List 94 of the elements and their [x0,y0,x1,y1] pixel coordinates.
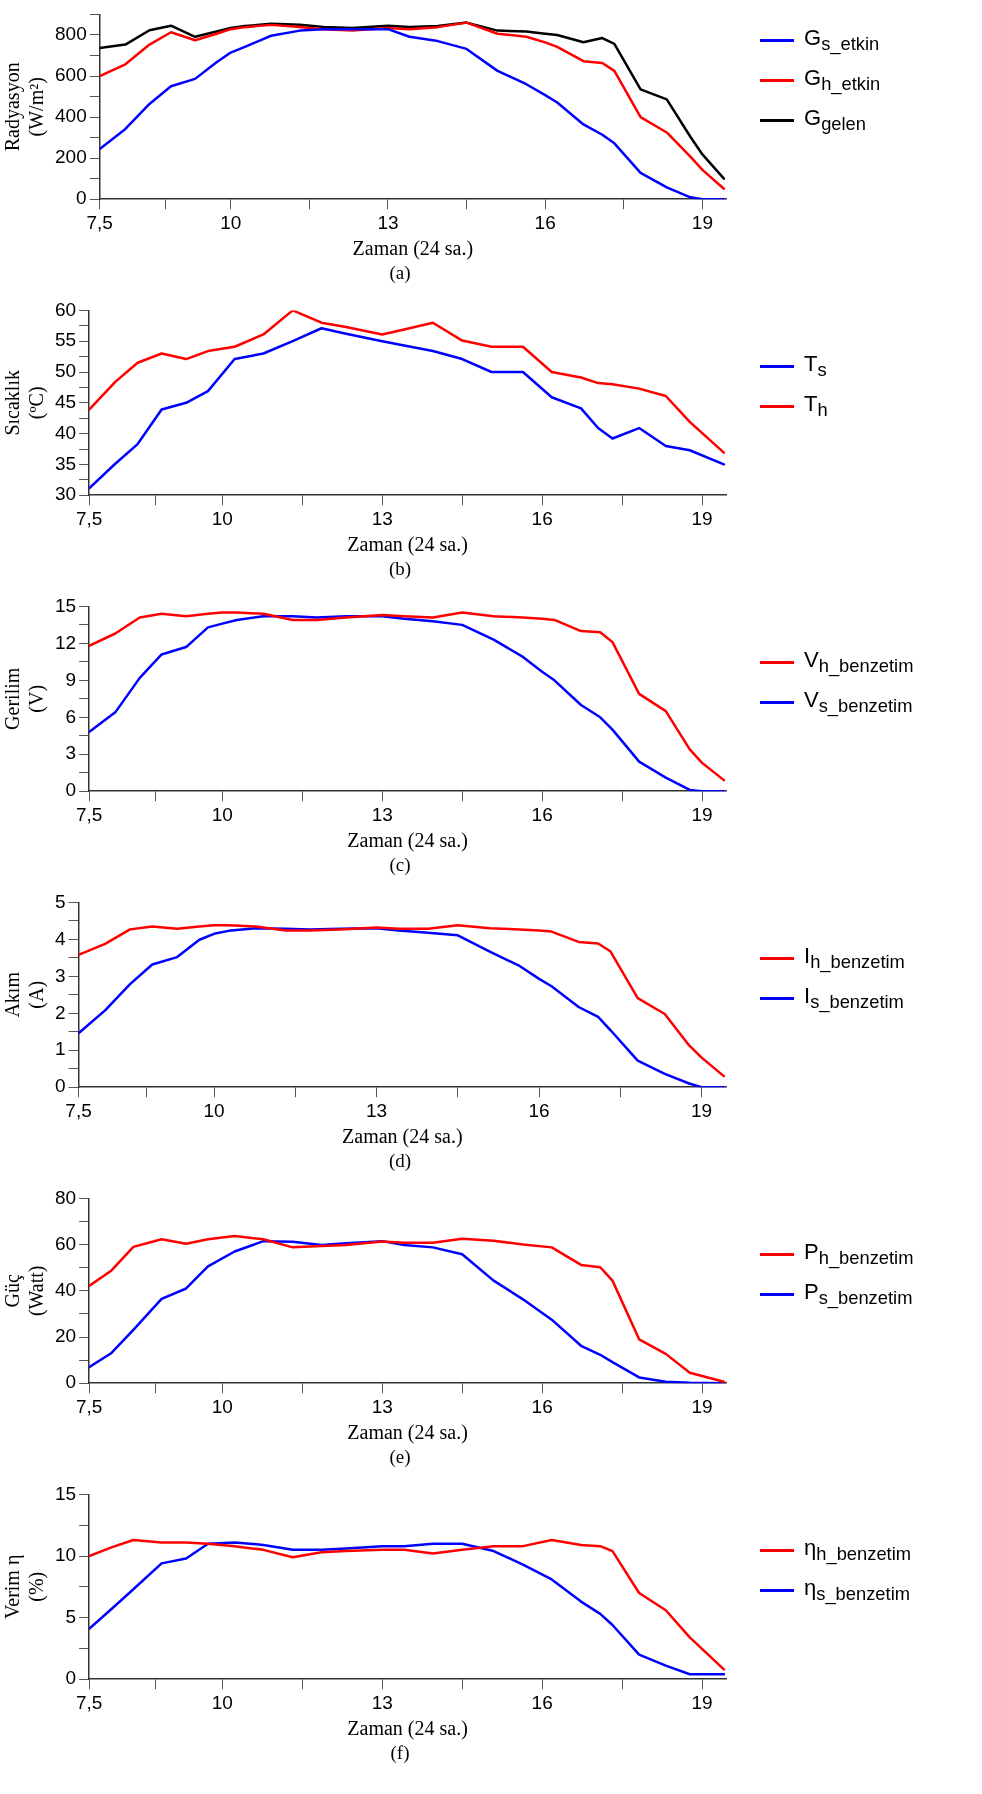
y-axis-title: Sıcaklık (ºC) [1,370,49,436]
x-axis-title: Zaman (24 sa.) [347,533,468,557]
y-tick-label: 9 [65,668,77,690]
y-tick-label: 200 [55,146,87,168]
x-tick-label: 16 [531,1691,553,1713]
x-axis-title: Zaman (24 sa.) [347,829,468,853]
x-tick-label: 13 [371,1395,393,1417]
y-tick-label: 30 [54,483,77,505]
x-tick-label: 19 [691,507,713,529]
legend-label: I$_{s_benzetim}$ [804,982,904,1014]
x-tick-label: 10 [203,1099,225,1121]
x-tick-label: 16 [531,803,553,825]
y-tick-label: 20 [54,1325,77,1347]
legend-label: η$_{s_benzetim}$ [804,1574,910,1606]
legend-label: V$_{s_benzetim}$ [804,686,913,718]
legend-label: G$_{gelen}$ [804,104,866,136]
legend-label: η$_{h_benzetim}$ [804,1534,912,1566]
y-tick-label: 400 [55,105,87,127]
x-tick-label: 19 [691,1099,713,1121]
y-tick-label: 3 [54,964,66,986]
y-axis-title: Radyasyon (W/m²) [1,62,49,152]
text: (e) [388,1446,412,1468]
y-tick-label: 5 [65,1605,77,1627]
text: (b) [387,558,413,580]
y-tick-label: 45 [54,391,77,413]
x-axis-title: Zaman (24 sa.) [347,1421,468,1445]
x-tick-label: 7,5 [75,1691,103,1713]
legend-label: T$_{s}$ [804,350,827,382]
y-tick-label: 4 [54,927,66,949]
x-tick-label: 13 [365,1099,388,1121]
x-tick-label: 13 [371,1691,393,1713]
x-tick-label: 10 [211,507,233,529]
y-tick-label: 2 [54,1001,66,1023]
y-axis-title: Güç (Watt) [1,1265,49,1317]
x-axis-title: Zaman (24 sa.) [352,237,474,261]
x-tick-label: 19 [691,1395,713,1417]
x-axis-title: Zaman (24 sa.) [342,1125,463,1149]
y-tick-label: 35 [54,452,77,474]
x-tick-label: 13 [377,211,399,233]
y-tick-label: 60 [54,298,77,320]
y-tick-label: 6 [65,705,77,727]
y-tick-label: 1 [54,1038,66,1060]
x-tick-label: 10 [211,1691,233,1713]
text: (f) [389,1742,411,1764]
y-axis-title: Gerilim (V) [1,667,49,730]
y-tick-label: 0 [76,187,87,209]
y-tick-label: 40 [54,1279,77,1301]
legend-label: V$_{h_benzetim}$ [804,646,914,678]
legend-label: T$_{h}$ [804,390,828,422]
x-tick-label: 7,5 [86,211,113,233]
y-tick-label: 50 [54,360,77,382]
x-tick-label: 16 [528,1099,550,1121]
y-tick-label: 55 [54,329,77,351]
x-tick-label: 13 [371,507,393,529]
x-tick-label: 7,5 [65,1099,92,1121]
x-tick-label: 10 [211,803,233,825]
legend-label: G$_{h_etkin}$ [804,64,881,96]
x-tick-label: 19 [691,211,713,233]
text: (a) [388,262,412,284]
x-tick-label: 19 [691,803,713,825]
x-tick-label: 19 [691,1691,713,1713]
legend-label: P$_{h_benzetim}$ [804,1238,914,1270]
x-tick-label: 13 [371,803,393,825]
y-tick-label: 15 [54,594,77,616]
y-tick-label: 0 [65,1371,77,1393]
text: (c) [388,854,412,876]
y-tick-label: 5 [54,890,66,912]
y-tick-label: 15 [54,1482,77,1504]
y-tick-label: 60 [54,1232,77,1254]
x-tick-label: 16 [531,507,553,529]
y-tick-label: 3 [65,742,77,764]
x-tick-label: 7,5 [75,1395,103,1417]
x-tick-label: 10 [211,1395,233,1417]
x-tick-label: 16 [531,1395,553,1417]
legend-label: P$_{s_benzetim}$ [804,1278,913,1310]
y-axis-title: Verim η (%) [1,1554,49,1619]
y-tick-label: 0 [65,779,77,801]
y-tick-label: 40 [54,421,77,443]
x-tick-label: 7,5 [75,507,103,529]
legend-label: I$_{h_benzetim}$ [804,942,905,974]
x-tick-label: 7,5 [75,803,103,825]
y-tick-label: 10 [54,1544,77,1566]
y-tick-label: 12 [54,631,77,653]
text: (d) [387,1150,413,1172]
y-tick-label: 600 [55,64,87,86]
y-tick-label: 80 [54,1186,77,1208]
x-axis-title: Zaman (24 sa.) [347,1717,468,1741]
x-tick-label: 10 [220,211,242,233]
x-tick-label: 16 [534,211,556,233]
legend-label: G$_{s_etkin}$ [804,24,880,56]
y-tick-label: 0 [65,1667,77,1689]
y-tick-label: 800 [55,23,87,45]
y-axis-title: Akım (A) [1,971,49,1018]
y-tick-label: 0 [54,1075,66,1097]
